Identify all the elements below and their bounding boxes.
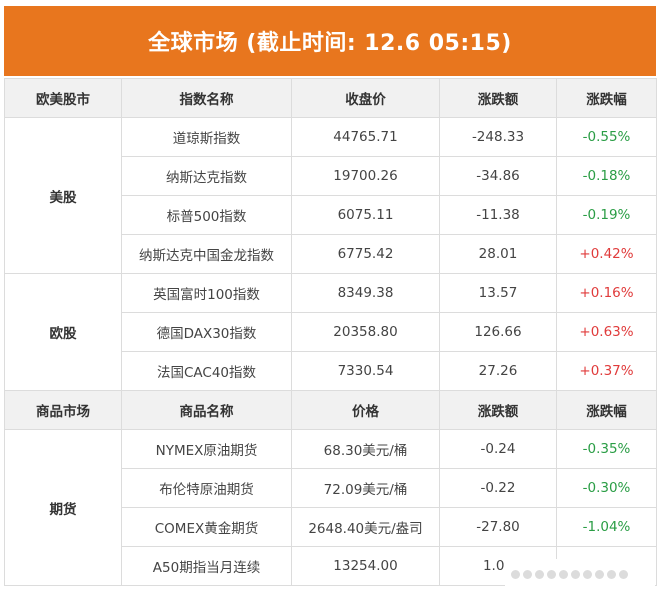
- change-percent: -1.04%: [556, 507, 657, 547]
- close-price: 8349.38: [291, 273, 440, 313]
- change-amount: -248.33: [439, 117, 557, 157]
- commodity-change-header: 涨跌额: [439, 390, 557, 430]
- close-price: 13254.00: [291, 546, 440, 586]
- change-amount: -0.24: [439, 429, 557, 469]
- close-price: 2648.40美元/盎司: [291, 507, 440, 547]
- watermark-mask: [505, 559, 655, 589]
- change-percent: -0.19%: [556, 195, 657, 235]
- table-row: 欧股 英国富时100指数 8349.38 13.57 +0.16%: [4, 273, 657, 391]
- commodity-price-header: 价格: [291, 390, 440, 430]
- instrument-name: NYMEX原油期货: [121, 429, 292, 469]
- instrument-name: COMEX黄金期货: [121, 507, 292, 547]
- change-percent: -0.55%: [556, 117, 657, 157]
- instrument-name: 道琼斯指数: [121, 117, 292, 157]
- close-price: 44765.71: [291, 117, 440, 157]
- close-price: 68.30美元/桶: [291, 429, 440, 469]
- commodity-market-header: 商品市场: [4, 390, 122, 430]
- change-amount: 28.01: [439, 234, 557, 274]
- table-row: 标普500指数 6075.11 -11.38 -0.19%: [5, 195, 657, 235]
- instrument-name: 布伦特原油期货: [121, 468, 292, 508]
- instrument-name: 纳斯达克中国金龙指数: [121, 234, 292, 274]
- stock-name-header: 指数名称: [121, 78, 292, 118]
- change-percent: -0.18%: [556, 156, 657, 196]
- change-percent: -0.35%: [556, 429, 657, 469]
- table-row: 德国DAX30指数 20358.80 126.66 +0.63%: [5, 312, 657, 352]
- stock-change-header: 涨跌额: [439, 78, 557, 118]
- group-label: 期货: [4, 429, 122, 586]
- table-row: 法国CAC40指数 7330.54 27.26 +0.37%: [5, 351, 657, 391]
- change-amount: 27.26: [439, 351, 557, 391]
- close-price: 72.09美元/桶: [291, 468, 440, 508]
- commodity-header-row: 商品市场 商品名称 价格 涨跌额 涨跌幅: [4, 390, 657, 430]
- change-amount: -0.22: [439, 468, 557, 508]
- table-row: 纳斯达克中国金龙指数 6775.42 28.01 +0.42%: [5, 234, 657, 274]
- page-title: 全球市场 (截止时间: 12.6 05:15): [148, 31, 512, 56]
- table-row: 美股 道琼斯指数 44765.71 -248.33 -0.55%: [4, 117, 657, 274]
- close-price: 7330.54: [291, 351, 440, 391]
- change-percent: -0.30%: [556, 468, 657, 508]
- stock-header-row: 欧美股市 指数名称 收盘价 涨跌额 涨跌幅: [4, 78, 657, 118]
- stock-pct-header: 涨跌幅: [556, 78, 657, 118]
- close-price: 6775.42: [291, 234, 440, 274]
- table-row: 纳斯达克指数 19700.26 -34.86 -0.18%: [5, 156, 657, 196]
- stock-market-header: 欧美股市: [4, 78, 122, 118]
- group-label: 美股: [4, 117, 122, 274]
- instrument-name: 英国富时100指数: [121, 273, 292, 313]
- instrument-name: 标普500指数: [121, 195, 292, 235]
- change-percent: +0.16%: [556, 273, 657, 313]
- change-percent: +0.42%: [556, 234, 657, 274]
- instrument-name: 德国DAX30指数: [121, 312, 292, 352]
- table-row: COMEX黄金期货 2648.40美元/盎司 -27.80 -1.04%: [5, 507, 657, 547]
- group-label: 欧股: [4, 273, 122, 391]
- instrument-name: 法国CAC40指数: [121, 351, 292, 391]
- stock-price-header: 收盘价: [291, 78, 440, 118]
- change-amount: -11.38: [439, 195, 557, 235]
- instrument-name: A50期指当月连续: [121, 546, 292, 586]
- market-table: 欧美股市 指数名称 收盘价 涨跌额 涨跌幅 美股 道琼斯指数 44765.71 -248.33-…: [4, 78, 657, 586]
- commodity-pct-header: 涨跌幅: [556, 390, 657, 430]
- change-amount: -27.80: [439, 507, 557, 547]
- table-row: 期货 NYMEX原油期货 68.30美元/桶 -0.24 -0.35%: [4, 429, 657, 586]
- change-percent: +0.37%: [556, 351, 657, 391]
- close-price: 20358.80: [291, 312, 440, 352]
- table-row: 布伦特原油期货 72.09美元/桶 -0.22 -0.30%: [5, 468, 657, 508]
- instrument-name: 纳斯达克指数: [121, 156, 292, 196]
- change-amount: 13.57: [439, 273, 557, 313]
- market-table-body: 欧美股市 指数名称 收盘价 涨跌额 涨跌幅 美股 道琼斯指数 44765.71 -248.33-…: [4, 78, 657, 586]
- close-price: 19700.26: [291, 156, 440, 196]
- close-price: 6075.11: [291, 195, 440, 235]
- change-amount: -34.86: [439, 156, 557, 196]
- change-percent: +0.63%: [556, 312, 657, 352]
- commodity-name-header: 商品名称: [121, 390, 292, 430]
- title-banner: 全球市场 (截止时间: 12.6 05:15): [4, 6, 656, 76]
- change-amount: 126.66: [439, 312, 557, 352]
